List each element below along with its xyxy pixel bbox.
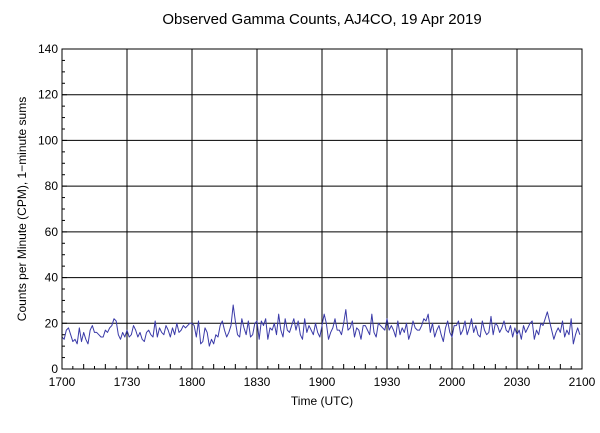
x-axis-label: Time (UTC): [291, 394, 353, 408]
series-line-0: [61, 304, 581, 347]
x-tick-label: 1930: [374, 375, 401, 389]
series-layer: [61, 304, 581, 347]
y-tick-label: 40: [45, 271, 59, 285]
y-tick-label: 60: [45, 225, 59, 239]
x-tick-label: 1700: [49, 375, 76, 389]
chart-title: Observed Gamma Counts, AJ4CO, 19 Apr 201…: [162, 11, 481, 28]
y-tick-label: 0: [51, 362, 58, 376]
x-tick-label: 1830: [244, 375, 271, 389]
x-tick-label: 1730: [114, 375, 141, 389]
y-tick-label: 140: [38, 42, 58, 56]
y-tick-label: 80: [45, 179, 59, 193]
y-tick-label: 120: [38, 88, 58, 102]
x-tick-label: 2100: [569, 375, 596, 389]
y-tick-labels: 0 20 40 60 80 100 120 140: [38, 42, 58, 376]
x-tick-label: 1800: [179, 375, 206, 389]
y-tick-label: 20: [45, 316, 59, 330]
y-tick-label: 100: [38, 133, 58, 147]
x-tick-label: 1900: [309, 375, 336, 389]
grid-lines: [62, 49, 582, 369]
y-axis-label: Counts per Minute (CPM), 1−minute sums: [15, 97, 29, 321]
x-tick-label: 2000: [439, 375, 466, 389]
x-tick-labels: 1700 1730 1800 1830 1900 1930 2000 2030 2100: [49, 375, 596, 389]
plot-frame: [61, 48, 583, 370]
x-tick-label: 2030: [504, 375, 531, 389]
